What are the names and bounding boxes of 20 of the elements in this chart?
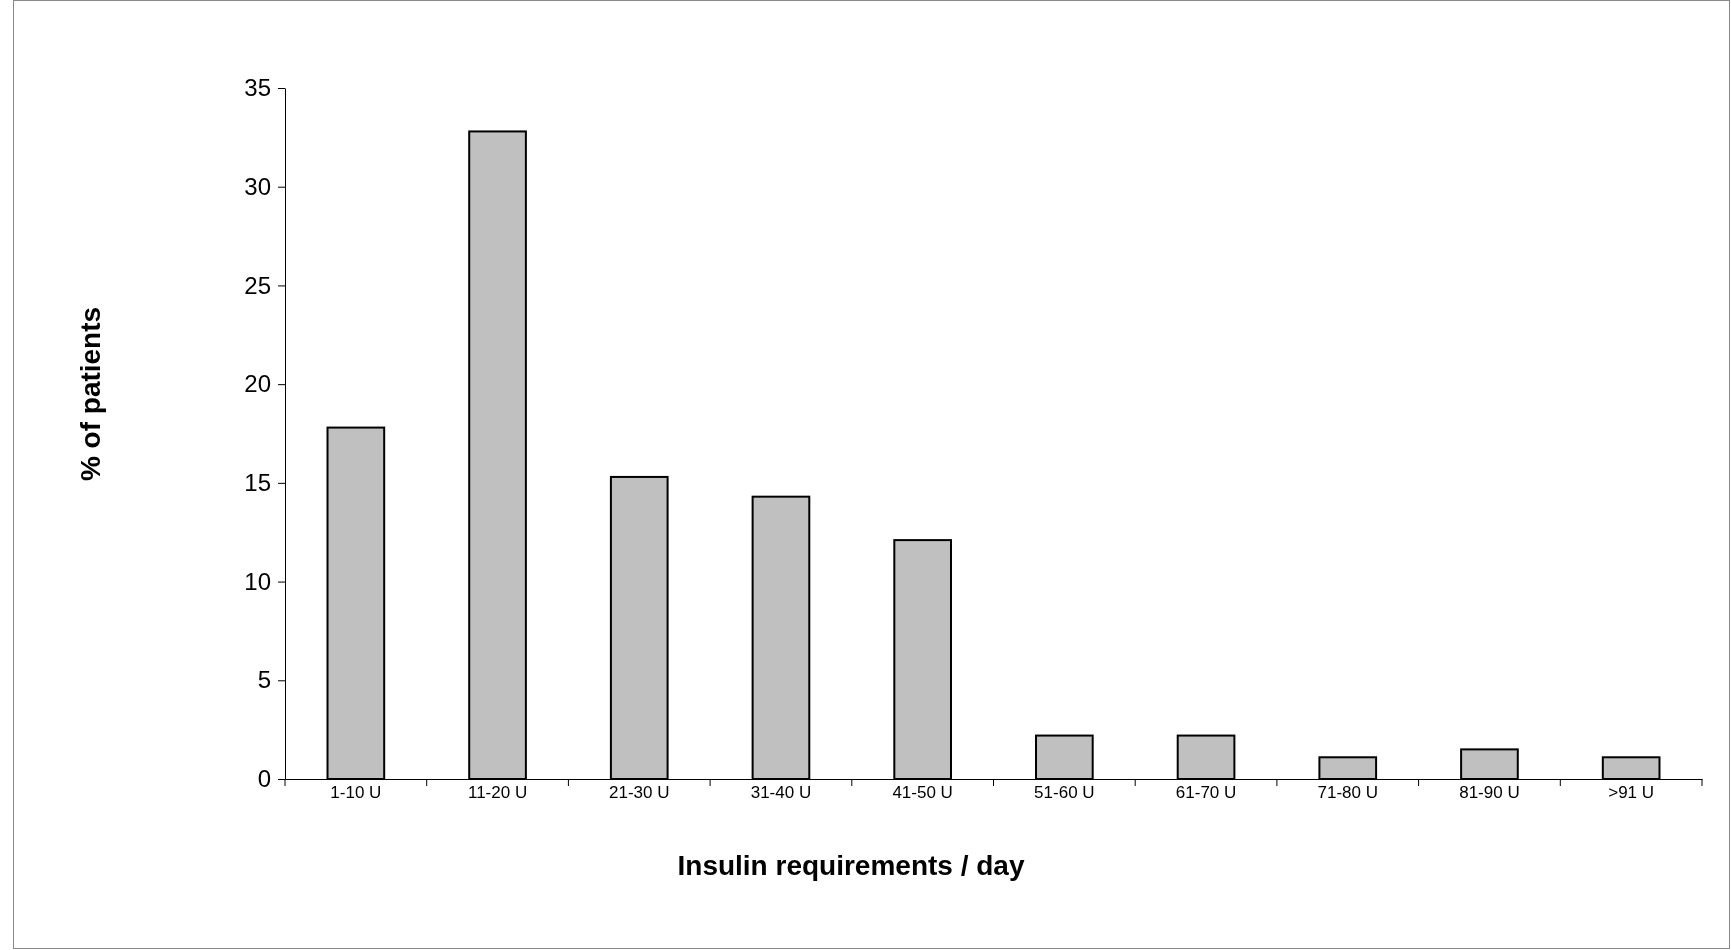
y-tick-label: 35: [244, 74, 271, 102]
x-tick-label: 81-90 U: [1459, 783, 1520, 802]
y-tick-label: 20: [244, 370, 271, 398]
x-tick-label: 71-80 U: [1317, 783, 1378, 802]
y-tick-label: 15: [244, 469, 271, 497]
x-tick-label: 11-20 U: [467, 783, 528, 802]
x-tick-label: 41-50 U: [892, 783, 953, 802]
x-tick-label: 1-10 U: [330, 783, 382, 802]
x-tick-label: 31-40 U: [750, 783, 812, 802]
x-tick-label: 21-30 U: [609, 783, 670, 802]
y-tick-label: 0: [257, 765, 271, 793]
y-tick-label: 25: [244, 271, 271, 299]
x-tick-label: 51-60 U: [1034, 783, 1095, 802]
x-tick-label: 61-70 U: [1175, 783, 1237, 802]
y-tick-label: 10: [244, 567, 271, 595]
y-axis-title: % of patients: [75, 306, 106, 482]
x-tick-label: >91 U: [1608, 783, 1655, 802]
y-tick-label: 30: [244, 172, 271, 200]
y-tick-label: 5: [257, 666, 271, 694]
x-axis-title: Insulin requirements / day: [677, 850, 1025, 881]
